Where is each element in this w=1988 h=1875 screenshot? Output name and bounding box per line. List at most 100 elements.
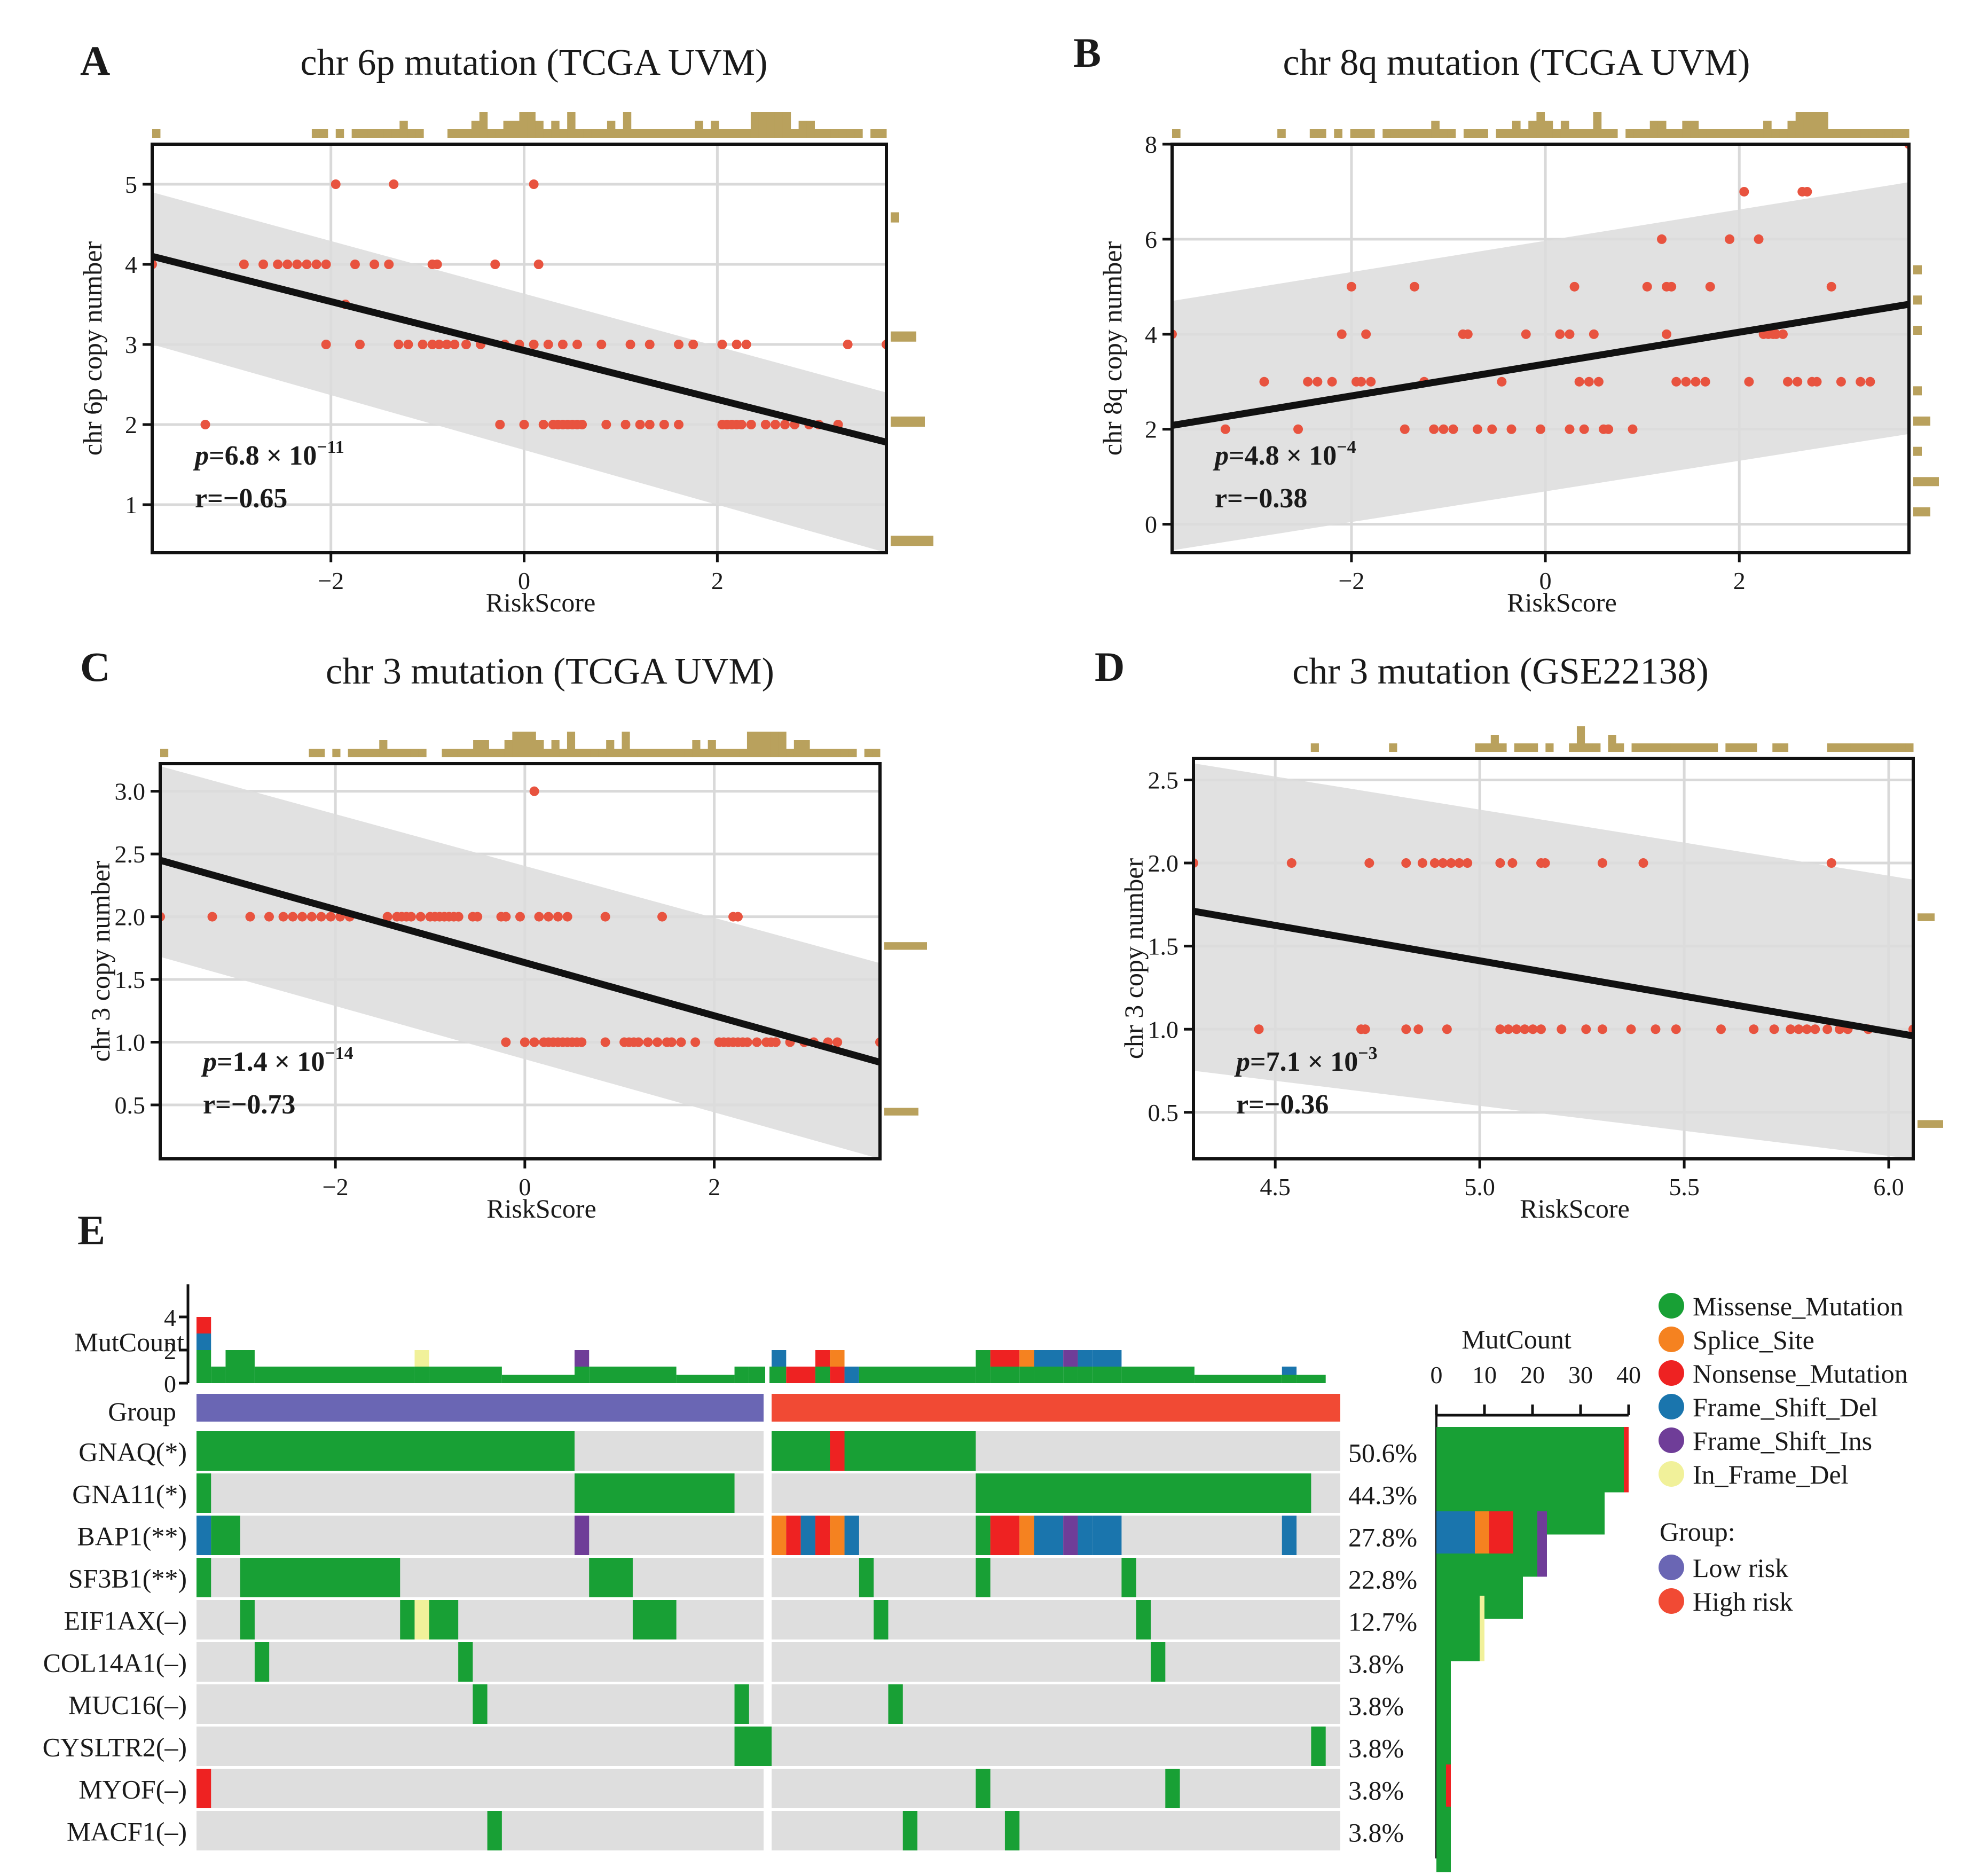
top-histogram-bar	[637, 749, 646, 757]
legend-swatch	[1659, 1394, 1684, 1419]
top-histogram-bar	[1812, 112, 1820, 138]
data-point	[432, 260, 442, 269]
data-point	[519, 420, 529, 429]
data-point	[1528, 1024, 1538, 1034]
top-histogram-bar	[623, 112, 632, 138]
row-background	[197, 1727, 764, 1766]
data-point	[1507, 858, 1518, 868]
data-point	[529, 179, 539, 189]
top-histogram-bar	[1795, 112, 1804, 138]
mutcount-bar-segment	[815, 1350, 830, 1367]
data-point	[1446, 858, 1456, 868]
top-histogram-bar	[1876, 129, 1885, 138]
y-axis-label: chr 8q copy number	[1097, 241, 1127, 456]
data-point	[1286, 858, 1296, 868]
data-point	[572, 340, 583, 349]
data-point	[1802, 1024, 1812, 1034]
side-axis-tick-label: 30	[1568, 1361, 1593, 1388]
top-histogram-bar	[1520, 129, 1529, 138]
data-point	[760, 420, 771, 429]
gene-percent: 44.3%	[1348, 1480, 1417, 1510]
mutation-cell	[211, 1516, 240, 1555]
top-histogram-bar	[1702, 743, 1710, 752]
top-histogram-bar	[1780, 743, 1789, 752]
top-histogram-bar	[1569, 743, 1577, 752]
data-point	[690, 1037, 701, 1047]
data-point	[258, 260, 269, 269]
top-histogram-bar	[1576, 726, 1585, 752]
panel-letter-d: D	[1095, 644, 1125, 690]
top-histogram-bar	[535, 121, 544, 138]
data-point	[1356, 376, 1366, 387]
data-point	[534, 912, 544, 922]
top-histogram-bar	[840, 749, 849, 757]
top-histogram-bar	[395, 749, 403, 757]
gene-label: MACF1(–)	[67, 1817, 187, 1847]
legend-label: In_Frame_Del	[1693, 1460, 1849, 1489]
top-histogram-bar	[1310, 743, 1319, 752]
data-point	[666, 1037, 677, 1047]
row-background	[197, 1642, 764, 1682]
mutation-cell	[734, 1727, 772, 1766]
x-axis-label: RiskScore	[1507, 587, 1617, 617]
x-axis-label: RiskScore	[486, 1194, 596, 1223]
data-point	[1327, 376, 1337, 387]
data-point	[350, 260, 360, 269]
x-tick-label: 5.5	[1669, 1173, 1700, 1201]
top-histogram-bar	[1609, 129, 1618, 138]
gene-label: MUC16(–)	[68, 1690, 187, 1720]
top-histogram-bar	[1552, 129, 1561, 138]
top-histogram-bar	[1406, 129, 1416, 138]
gene-label: COL14A1(–)	[43, 1648, 187, 1678]
mutation-cell	[1282, 1516, 1297, 1555]
top-histogram-bar	[1398, 129, 1408, 138]
panel-c-scatter: chr 3 mutation (TCGA UVM) −2 0 2 0.5 1.0 1.5 2.…	[85, 651, 927, 1223]
data-point	[1754, 234, 1764, 244]
mutcount-bar-segment	[990, 1350, 1020, 1367]
mutcount-bar-segment	[990, 1367, 1020, 1383]
mutation-cell	[976, 1558, 991, 1597]
mutation-cell	[240, 1558, 400, 1597]
top-histogram-bar	[359, 129, 368, 138]
top-histogram-bar	[870, 129, 879, 138]
y-tick-label: 2.5	[1148, 766, 1179, 794]
top-histogram-bar	[1277, 129, 1286, 138]
mutation-cell	[772, 1516, 787, 1555]
data-point	[1400, 424, 1410, 434]
mutation-cell	[400, 1600, 415, 1639]
y-tick-label: 8	[1145, 131, 1157, 158]
mutation-cell	[197, 1558, 211, 1597]
top-histogram-bar	[798, 121, 807, 138]
mutation-cell	[772, 1431, 976, 1471]
top-histogram-bar	[1657, 121, 1667, 138]
top-histogram-bar	[1366, 129, 1375, 138]
top-histogram-bar	[504, 740, 513, 757]
mutcount-bar-segment	[429, 1367, 502, 1383]
top-histogram-bar	[1649, 121, 1659, 138]
top-histogram-bar	[727, 129, 735, 138]
top-histogram-bar	[1787, 121, 1796, 138]
mutation-cell	[1034, 1516, 1064, 1555]
top-histogram-bar	[465, 749, 474, 757]
top-histogram-bar	[450, 749, 458, 757]
legend-label: Splice_Site	[1693, 1325, 1814, 1355]
mutcount-bar-segment	[976, 1350, 991, 1383]
data-point	[1656, 234, 1667, 244]
top-histogram-bar	[1772, 743, 1781, 752]
y-tick-label: 1.5	[115, 966, 146, 993]
top-histogram-bar	[1601, 129, 1610, 138]
mutation-cell	[589, 1558, 633, 1597]
right-histogram-bar	[1913, 446, 1922, 456]
data-point	[1826, 281, 1836, 292]
data-point	[1337, 329, 1347, 339]
row-background	[772, 1727, 1340, 1766]
mutcount-bar-segment	[772, 1367, 787, 1383]
data-point	[562, 912, 572, 922]
top-histogram-bar	[615, 129, 624, 138]
top-histogram-bar	[1616, 743, 1624, 752]
y-tick-label: 3	[125, 331, 137, 358]
panel-letter-b: B	[1073, 29, 1101, 76]
data-point	[1565, 424, 1575, 434]
right-histogram-bar	[1913, 386, 1922, 396]
data-point	[1642, 281, 1652, 292]
